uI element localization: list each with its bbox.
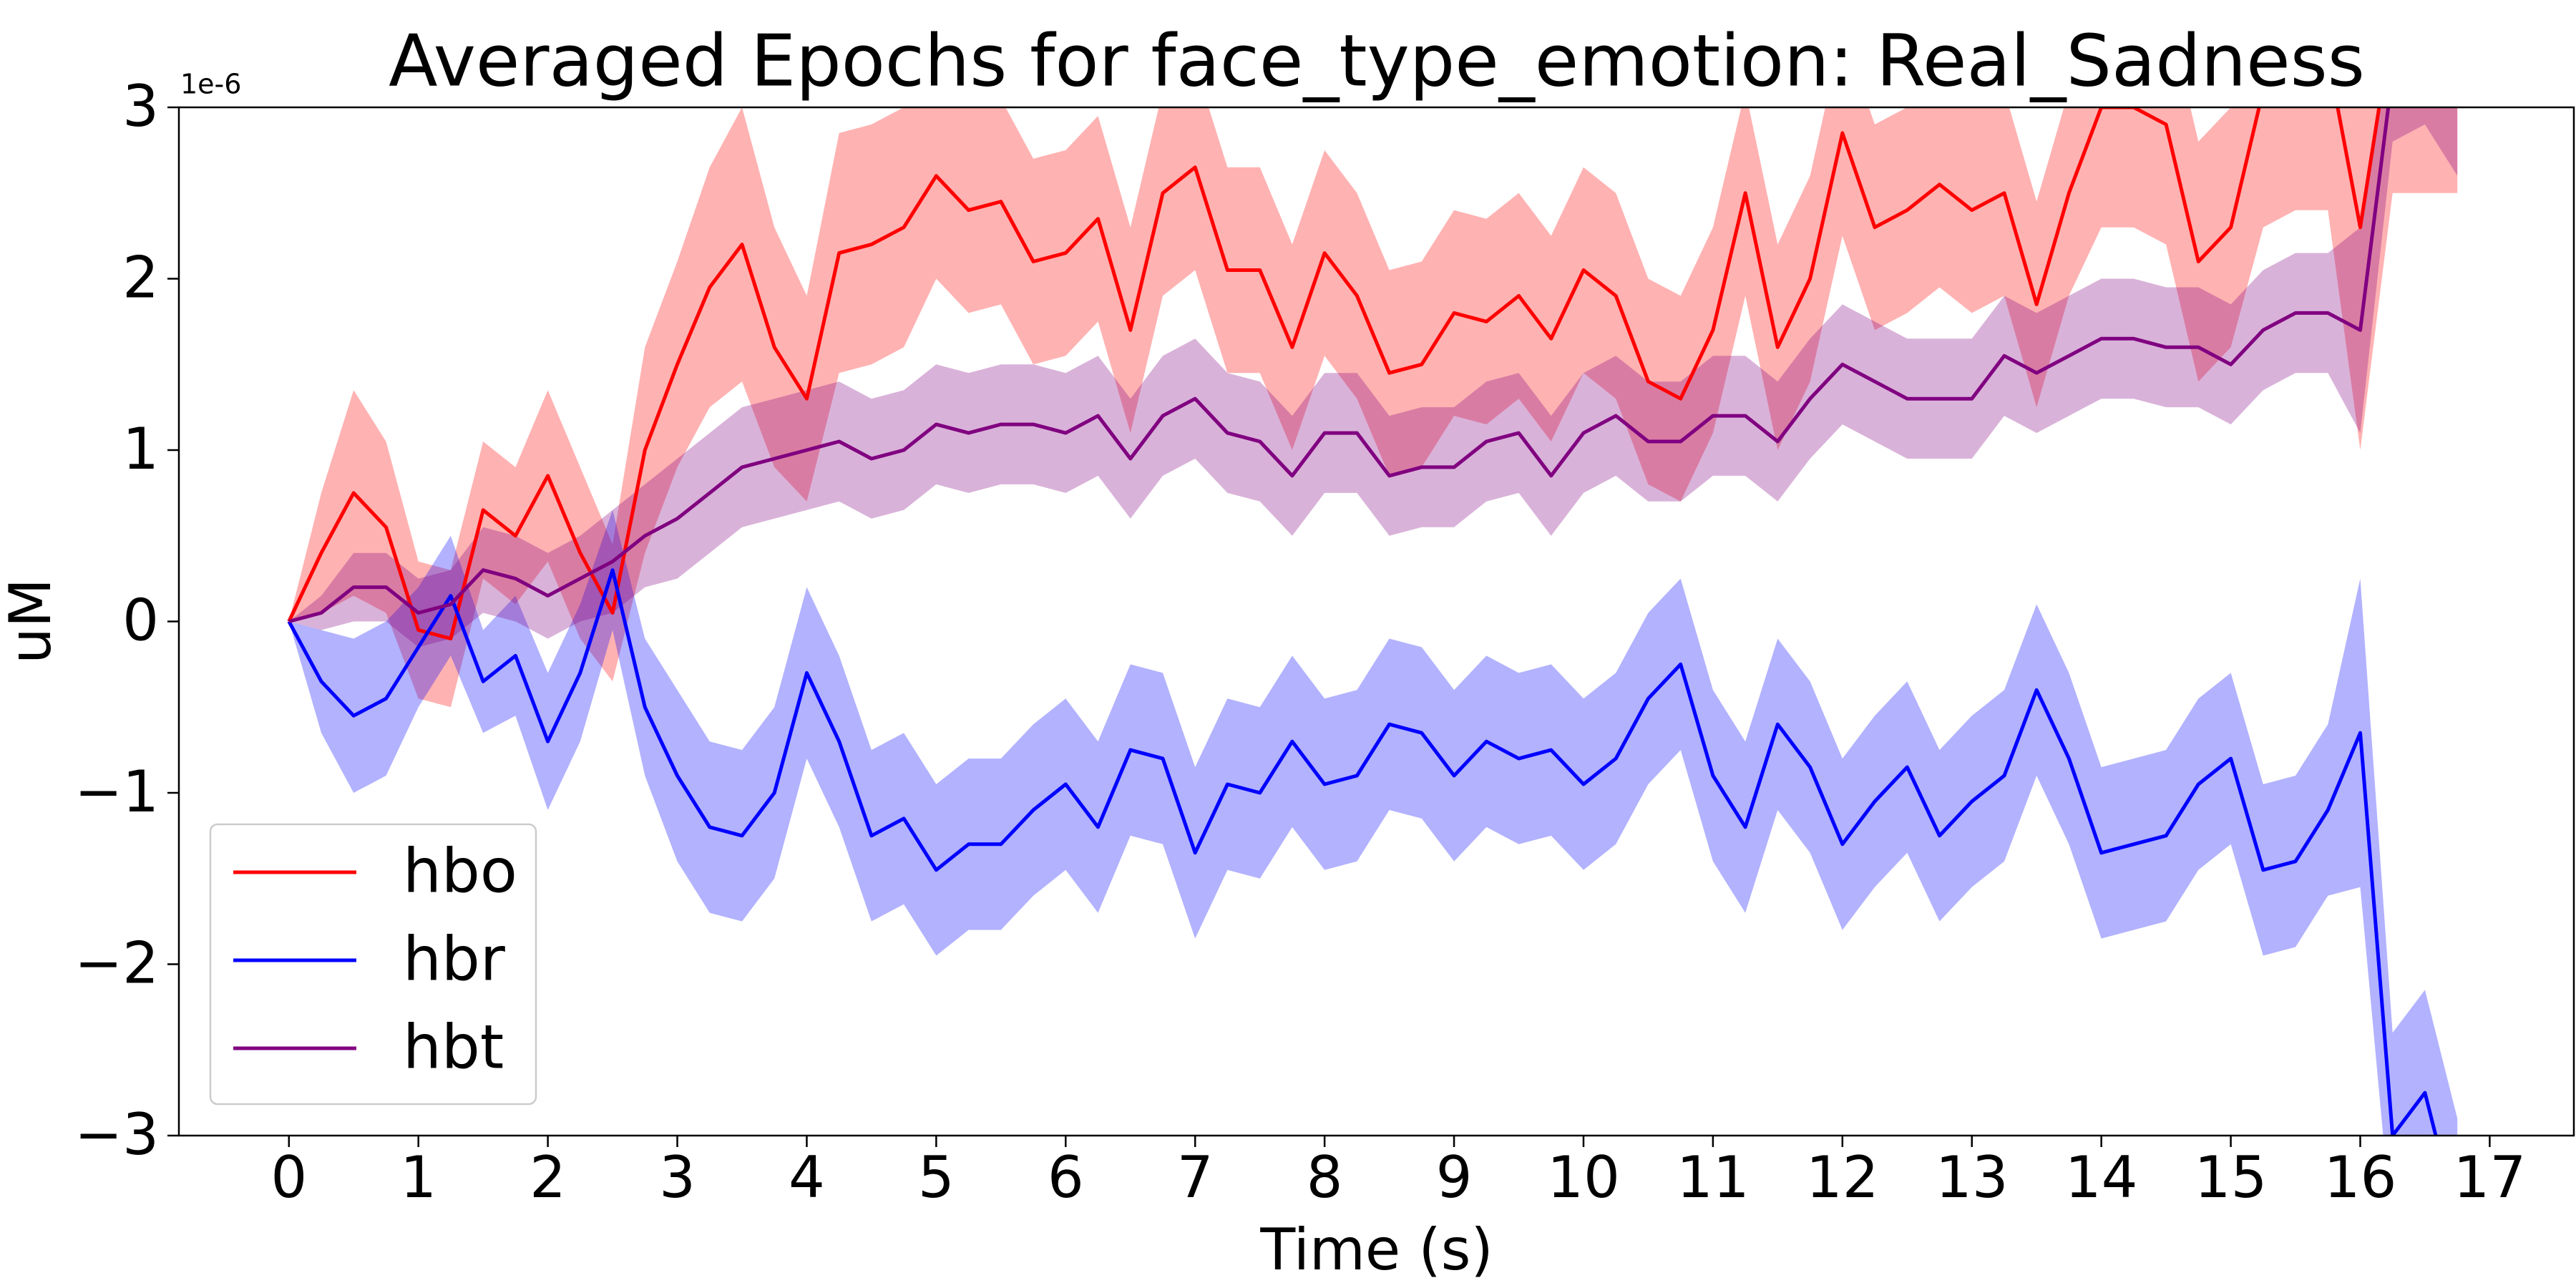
y-offset-label: 1e-6 (180, 69, 241, 100)
x-tick-label: 3 (659, 1144, 696, 1211)
error-band (288, 107, 2458, 708)
series-line (288, 107, 2458, 623)
x-tick-label: 12 (1806, 1144, 1879, 1211)
y-tick-label: −1 (74, 758, 159, 825)
y-tick-label: 1 (122, 416, 159, 482)
y-tick-label: 2 (122, 244, 159, 311)
x-tick-label: 13 (1936, 1144, 2009, 1211)
legend-label: hbr (403, 924, 505, 995)
legend: hbo hbr hbt (209, 823, 537, 1106)
x-tick-label: 10 (1547, 1144, 1620, 1211)
error-band (288, 107, 2458, 648)
x-tick-label: 16 (2324, 1144, 2397, 1211)
y-tick-label: 3 (122, 73, 159, 140)
error-band (288, 509, 2458, 1136)
x-tick-label: 15 (2195, 1144, 2268, 1211)
legend-label: hbt (403, 1012, 504, 1083)
y-tick-label: −3 (74, 1101, 159, 1168)
x-tick-label: 4 (789, 1144, 825, 1211)
x-tick-label: 14 (2065, 1144, 2138, 1211)
legend-box (209, 823, 537, 1106)
x-tick-label: 1 (400, 1144, 436, 1211)
x-tick-label: 6 (1048, 1144, 1084, 1211)
x-tick-label: 0 (270, 1144, 307, 1211)
y-tick-label: −2 (74, 930, 159, 996)
x-axis-label: Time (s) (1259, 1216, 1493, 1283)
y-tick-label: 0 (122, 587, 159, 653)
series-line (287, 568, 2438, 1136)
x-tick-label: 11 (1677, 1144, 1750, 1211)
plot-area (287, 107, 2458, 1136)
x-tick-label: 9 (1436, 1144, 1473, 1211)
legend-label: hbo (403, 836, 517, 907)
x-tick-label: 17 (2454, 1144, 2527, 1211)
x-tick-label: 8 (1307, 1144, 1343, 1211)
y-axis-label: uM (0, 578, 64, 664)
x-tick-label: 5 (918, 1144, 955, 1211)
x-tick-label: 7 (1177, 1144, 1214, 1211)
series-line (287, 107, 2381, 640)
chart-title: Averaged Epochs for face_type_emotion: R… (389, 19, 2365, 102)
x-tick-label: 2 (530, 1144, 566, 1211)
